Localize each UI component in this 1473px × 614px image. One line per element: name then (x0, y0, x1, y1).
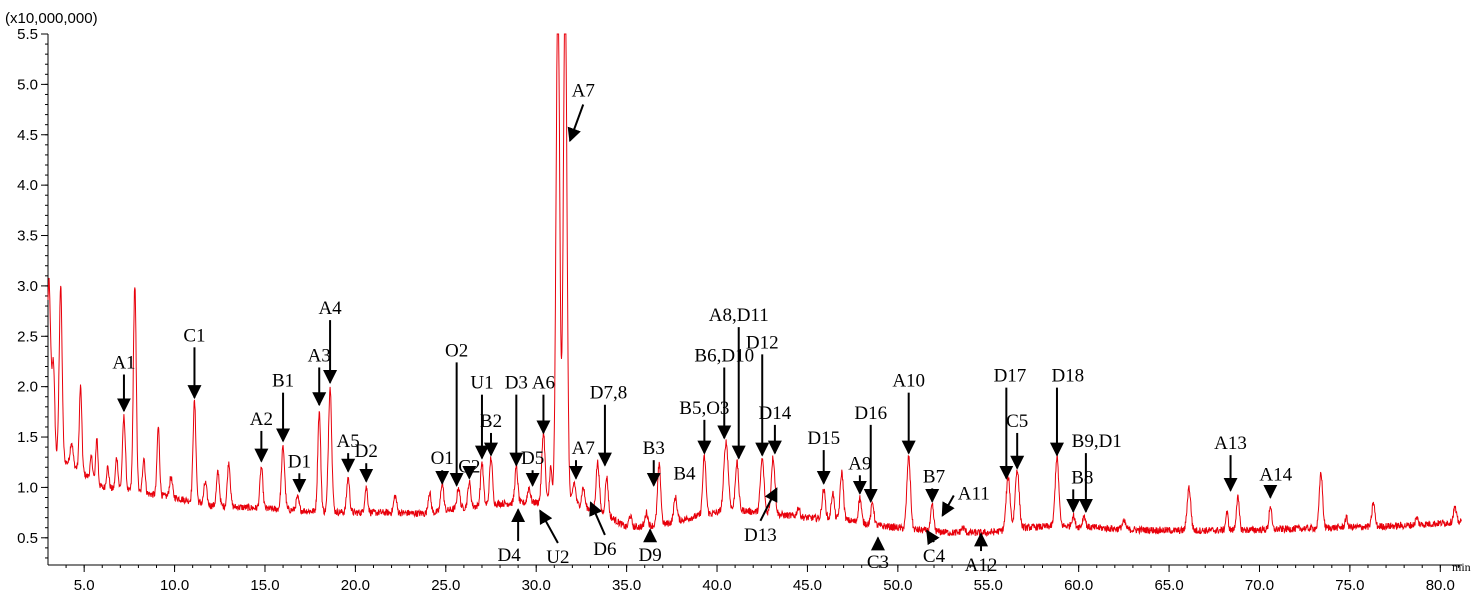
peak-label: A7 (572, 438, 595, 459)
peak-label: A7 (572, 80, 595, 101)
peak-arrow (589, 501, 606, 536)
x-tick-label: 65.0 (1154, 577, 1183, 594)
peak-label: D1 (288, 451, 311, 472)
y-tick-label: 4.0 (17, 177, 38, 194)
peak-arrow (926, 529, 940, 546)
peak-label: D2 (355, 441, 378, 462)
peak-label: A8,D11 (709, 305, 769, 326)
peak-label: A12 (965, 555, 998, 576)
x-tick-label: 45.0 (793, 577, 822, 594)
peak-label: D15 (807, 428, 840, 449)
peak-arrow (539, 509, 559, 544)
peak-label: D12 (746, 332, 779, 353)
peak-arrow (941, 495, 955, 517)
x-tick-label: 25.0 (431, 577, 460, 594)
peak-label: D17 (994, 366, 1027, 387)
y-tick-label: 0.5 (17, 530, 38, 547)
peak-label: C2 (458, 456, 480, 477)
peak-label: D16 (854, 403, 887, 424)
y-tick-label: 5.0 (17, 76, 38, 93)
x-tick-label: 20.0 (341, 577, 370, 594)
y-tick-label: 1.5 (17, 429, 38, 446)
peak-label: B5,O3 (679, 398, 729, 419)
x-unit-label: min (1452, 560, 1471, 574)
peak-label: D9 (639, 545, 662, 566)
peak-label: D4 (497, 545, 521, 566)
x-tick-label: 40.0 (702, 577, 731, 594)
peak-label: A1 (112, 353, 135, 374)
peak-label: C1 (183, 325, 205, 346)
peak-label: D18 (1051, 366, 1084, 387)
x-axis-ticks: 5.0 10.0 15.0 20.0 25.0 30.0 35.0 40.0 45.0 50.0 5… (65, 565, 1459, 594)
y-tick-label: 5.5 (17, 26, 38, 43)
peak-label: U2 (546, 547, 569, 568)
peak-label: A3 (308, 345, 331, 366)
chromatogram-trace (47, 33, 1462, 537)
peak-label: B7 (923, 466, 945, 487)
peak-label: B1 (272, 371, 294, 392)
peak-label: B3 (643, 438, 665, 459)
peak-label: D5 (521, 448, 544, 469)
peak-label: O2 (445, 340, 468, 361)
peak-arrow (759, 487, 778, 522)
y-axis-ticks: 0.5 1.0 1.5 2.0 2.5 3.0 3.5 4.0 4.5 5.0 5.5 (17, 26, 48, 559)
x-tick-label: 55.0 (974, 577, 1003, 594)
y-tick-label: 1.0 (17, 479, 38, 496)
x-tick-label: 35.0 (612, 577, 641, 594)
peak-arrow (567, 104, 585, 143)
peak-label: A6 (532, 373, 555, 394)
peak-label: B2 (480, 411, 502, 432)
peak-label: D3 (505, 373, 528, 394)
peak-label: C3 (867, 552, 889, 573)
peak-label: U1 (470, 373, 493, 394)
peak-label: A5 (337, 431, 360, 452)
x-tick-label: 50.0 (883, 577, 912, 594)
y-tick-label: 2.0 (17, 379, 38, 396)
y-tick-label: 4.5 (17, 127, 38, 144)
x-tick-label: 80.0 (1426, 577, 1455, 594)
y-tick-label: 3.5 (17, 228, 38, 245)
peak-label: C4 (923, 546, 946, 567)
peak-label: A4 (318, 298, 342, 319)
x-tick-label: 75.0 (1335, 577, 1364, 594)
peak-label: O1 (431, 448, 454, 469)
x-tick-label: 10.0 (160, 577, 189, 594)
x-tick-label: 60.0 (1064, 577, 1093, 594)
peak-label: A11 (958, 484, 990, 505)
chromatogram-line (47, 33, 1462, 537)
peak-label: C5 (1006, 411, 1028, 432)
peak-label: D14 (759, 403, 792, 424)
peak-label: B8 (1071, 467, 1093, 488)
peak-label: A13 (1214, 433, 1247, 454)
x-tick-label: 70.0 (1245, 577, 1274, 594)
peak-label: B4 (673, 463, 696, 484)
peak-label: A9 (848, 453, 871, 474)
y-tick-label: 2.5 (17, 328, 38, 345)
x-tick-label: 30.0 (522, 577, 551, 594)
peak-label: D13 (744, 525, 777, 546)
x-tick-label: 5.0 (74, 577, 95, 594)
peak-label: A2 (250, 409, 273, 430)
peak-label: D6 (593, 539, 616, 560)
x-tick-label: 15.0 (250, 577, 279, 594)
y-tick-label: 3.0 (17, 278, 38, 295)
peak-label: A10 (892, 371, 925, 392)
peak-label: D7,8 (590, 383, 627, 404)
peak-label: B9,D1 (1072, 431, 1122, 452)
peak-label: A14 (1259, 464, 1292, 485)
y-multiplier-label: (x10,000,000) (5, 10, 98, 27)
